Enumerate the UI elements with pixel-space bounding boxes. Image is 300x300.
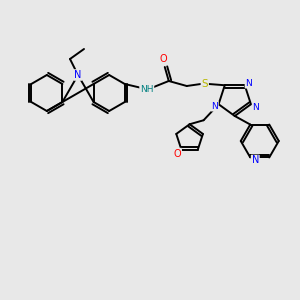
Text: O: O (160, 54, 168, 64)
Text: N: N (74, 70, 82, 80)
Text: S: S (202, 79, 208, 89)
Text: O: O (174, 148, 181, 159)
Text: NH: NH (140, 85, 154, 94)
Text: N: N (211, 102, 218, 111)
Text: N: N (245, 79, 252, 88)
Text: N: N (253, 103, 259, 112)
Text: N: N (252, 155, 259, 166)
